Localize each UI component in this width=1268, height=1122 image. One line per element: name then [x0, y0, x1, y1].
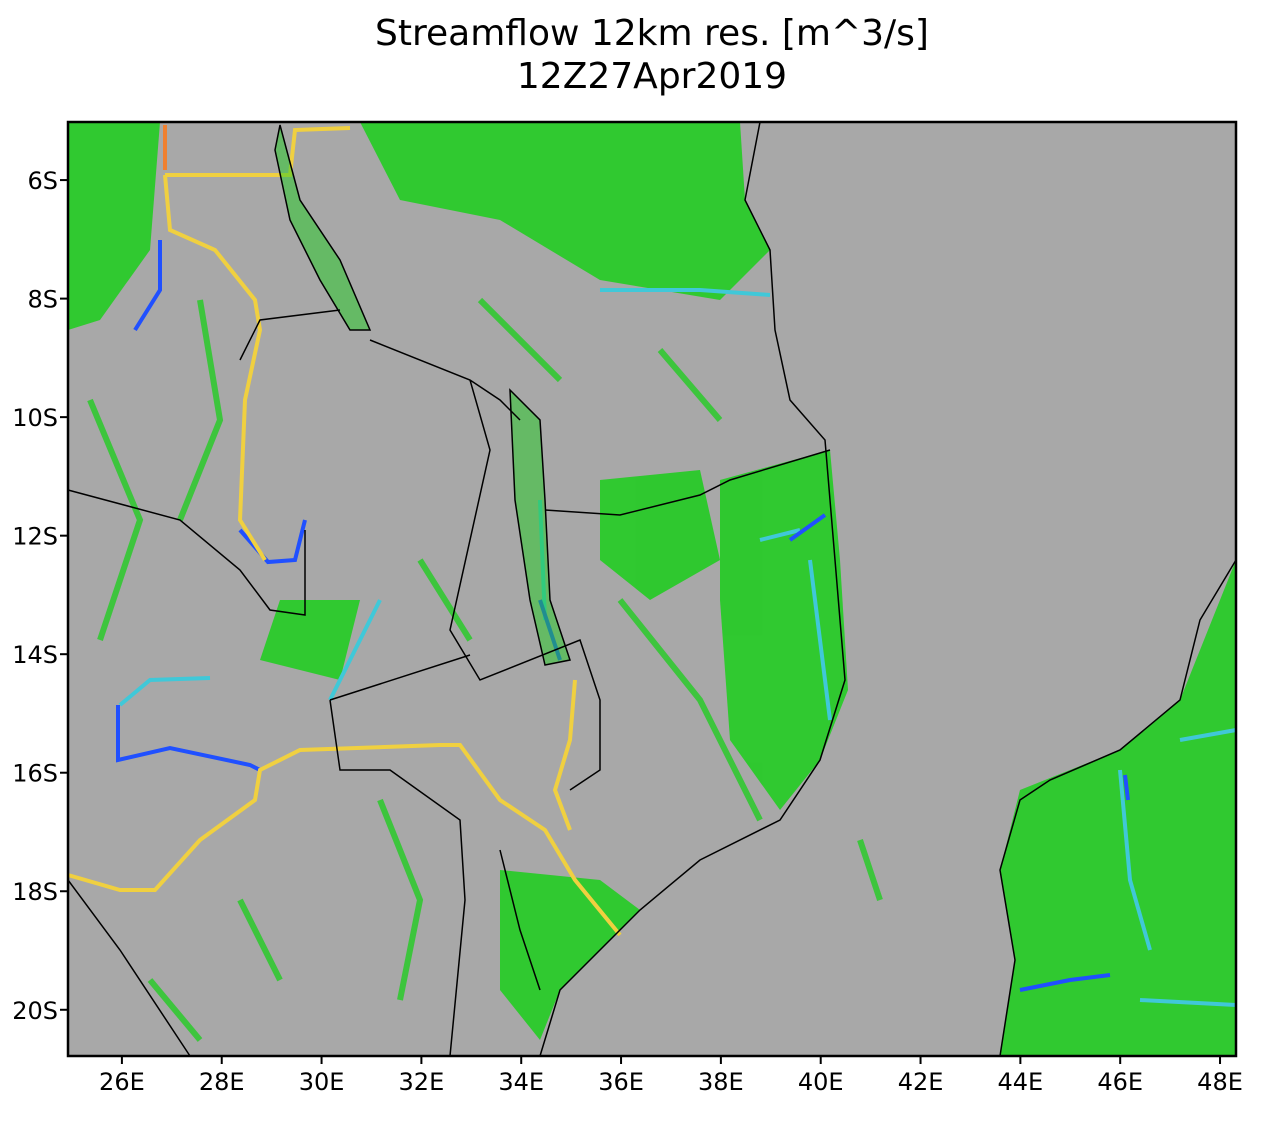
map-layer [66, 120, 1238, 1058]
x-tick-label: 48E [1197, 1068, 1243, 1096]
map-frame [66, 120, 1238, 1058]
x-tick-label: 28E [199, 1068, 245, 1096]
x-tick-label: 38E [698, 1068, 744, 1096]
subtitle: 12Z27Apr2019 [517, 56, 787, 97]
x-tick-label: 34E [498, 1068, 544, 1096]
x-tick-label: 46E [1097, 1068, 1143, 1096]
x-tick-label: 32E [399, 1068, 445, 1096]
title: Streamflow 12km res. [m^3/s] [375, 13, 929, 54]
x-tick-label: 36E [598, 1068, 644, 1096]
y-tick-label: 14S [12, 641, 58, 669]
streamflow-speckles [87, 297, 883, 1042]
y-tick-label: 18S [12, 878, 58, 906]
x-tick-label: 42E [898, 1068, 944, 1096]
y-tick-label: 6S [27, 167, 58, 195]
x-tick-label: 44E [998, 1068, 1044, 1096]
coastline [67, 121, 1237, 1057]
y-tick-label: 12S [12, 523, 58, 551]
y-tick-label: 8S [27, 286, 58, 314]
x-tick-label: 30E [299, 1068, 345, 1096]
y-tick-label: 20S [12, 997, 58, 1025]
x-tick-label: 40E [798, 1068, 844, 1096]
streamflow-areas [68, 122, 1236, 1056]
y-tick-label: 10S [12, 404, 58, 432]
x-tick-label: 26E [99, 1068, 145, 1096]
y-tick-label: 16S [12, 760, 58, 788]
